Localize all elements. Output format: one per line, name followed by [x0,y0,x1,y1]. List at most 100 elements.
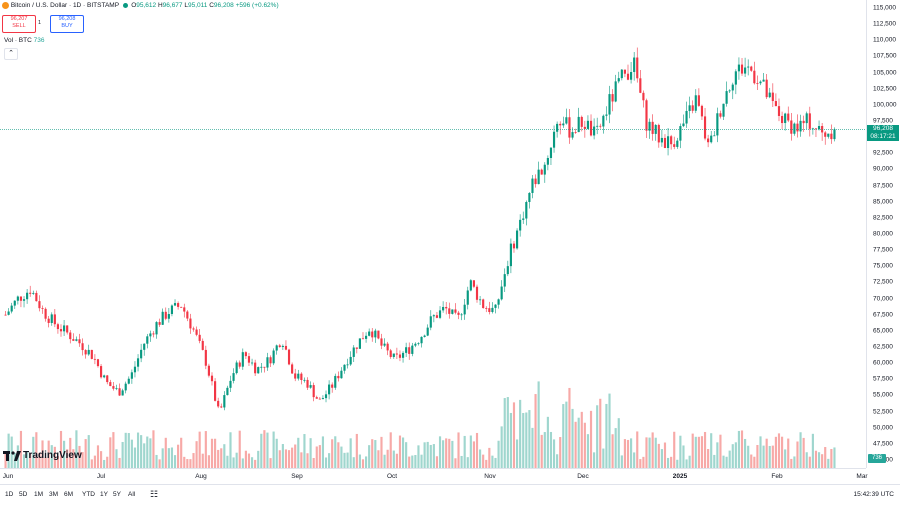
candle-body [808,113,811,129]
volume-bar [426,441,429,468]
candle-body [580,116,583,127]
candle-body [250,362,254,364]
volume-bar [112,432,115,468]
price-tick-label: 100,000 [873,101,897,109]
volume-bar [38,452,41,468]
candle-body [244,352,247,357]
candle-body [315,397,318,399]
price-tick-label: 87,500 [873,182,893,190]
candle-body [617,78,620,82]
range-button-5y[interactable]: 5Y [113,491,121,498]
candle-body [22,299,26,301]
candle-body [300,373,303,381]
volume-bar [657,443,660,468]
date-range-calendar-icon[interactable]: ☷ [150,489,159,499]
price-chart[interactable] [0,0,866,468]
collapse-legend-chevron-icon[interactable]: ⌃ [4,48,18,60]
candle-body [78,339,81,344]
candle-body [762,79,765,82]
range-button-5d[interactable]: 5D [19,491,28,498]
candle-body [460,314,463,316]
volume-bar [475,432,479,468]
volume-bar [747,445,750,468]
volume-bar [571,408,574,468]
volume-bar [35,432,38,468]
candle-body [691,105,694,111]
buy-button[interactable]: 96,208 BUY [50,15,84,33]
price-scale[interactable]: 115,000 112,500 110,000 107,500 105,000 102,5… [866,0,900,468]
volume-bar [472,441,476,468]
volume-bar [207,455,210,468]
sell-label: SELL [12,23,26,29]
volume-bar [47,440,50,468]
range-button-1m[interactable]: 1M [34,491,44,498]
price-tick-label: 47,500 [873,440,893,448]
volume-bar [666,457,670,468]
candle-body [161,311,164,325]
candle-body [266,357,269,368]
candle-body [512,243,516,249]
candle-body [768,92,771,98]
range-button-all[interactable]: All [128,491,136,498]
chart-pane[interactable]: Bitcoin / U.S. Dollar · 1D · BITSTAMP O9… [0,0,866,468]
volume-bar [636,431,639,468]
volume-bar [716,442,719,468]
open-value: 95,612 [136,2,157,10]
volume-bar [654,437,657,468]
volume-bar [269,458,272,468]
candle-body [164,311,167,319]
price-tick-label: 82,500 [873,214,893,222]
candle-body [198,334,201,341]
volume-bar [364,456,368,468]
volume-bar [278,450,281,468]
volume-bar [617,418,620,468]
candle-body [728,90,731,92]
candle-body [180,306,183,308]
candle-body [186,311,189,319]
range-button-ytd[interactable]: YTD [82,491,95,498]
utc-clock[interactable]: 15:42:39 UTC [853,491,894,498]
range-button-3m[interactable]: 3M [49,491,59,498]
volume-bar [821,454,824,468]
volume-legend[interactable]: Vol · BTC 736 [4,37,44,44]
candle-body [41,308,44,309]
time-tick-label: Nov [484,473,496,480]
candle-body [170,305,174,315]
tradingview-logo-text: TradingView [23,450,82,461]
candle-body [630,72,633,80]
candle-body [506,266,509,275]
candle-body [278,345,281,347]
volume-bar [41,440,44,468]
volume-bar [793,456,796,468]
volume-bar [753,456,756,468]
candle-body [654,124,657,134]
candle-body [593,126,596,136]
range-button-1y[interactable]: 1Y [100,491,108,498]
volume-bar [688,455,691,468]
time-tick-label: 2025 [672,473,688,480]
candle-body [438,310,442,318]
candle-body [140,349,143,359]
candle-body [210,375,214,382]
candle-body [466,290,469,305]
volume-bar [744,438,747,468]
candle-body [531,178,534,193]
candle-body [383,343,386,346]
candle-body [796,123,799,132]
sell-button[interactable]: 96,207 SELL [2,15,36,33]
candle-body [463,304,466,315]
volume-bar [223,444,226,468]
range-button-1d[interactable]: 1D [5,491,14,498]
range-button-6m[interactable]: 6M [64,491,74,498]
time-scale[interactable]: Jun Jul Aug Sep Oct Nov Dec 2025 Feb Mar [0,468,868,485]
volume-bar [127,433,130,468]
volume-bar [639,459,642,468]
volume-bar [445,438,448,468]
volume-bar [479,449,482,468]
candle-body [371,331,374,338]
candle-body [343,364,346,371]
symbol-title[interactable]: Bitcoin / U.S. Dollar · 1D · BITSTAMP [10,2,119,10]
volume-bar [192,453,195,468]
high-value: 96,677 [162,2,183,10]
tradingview-logo[interactable]: TradingView [3,450,82,461]
